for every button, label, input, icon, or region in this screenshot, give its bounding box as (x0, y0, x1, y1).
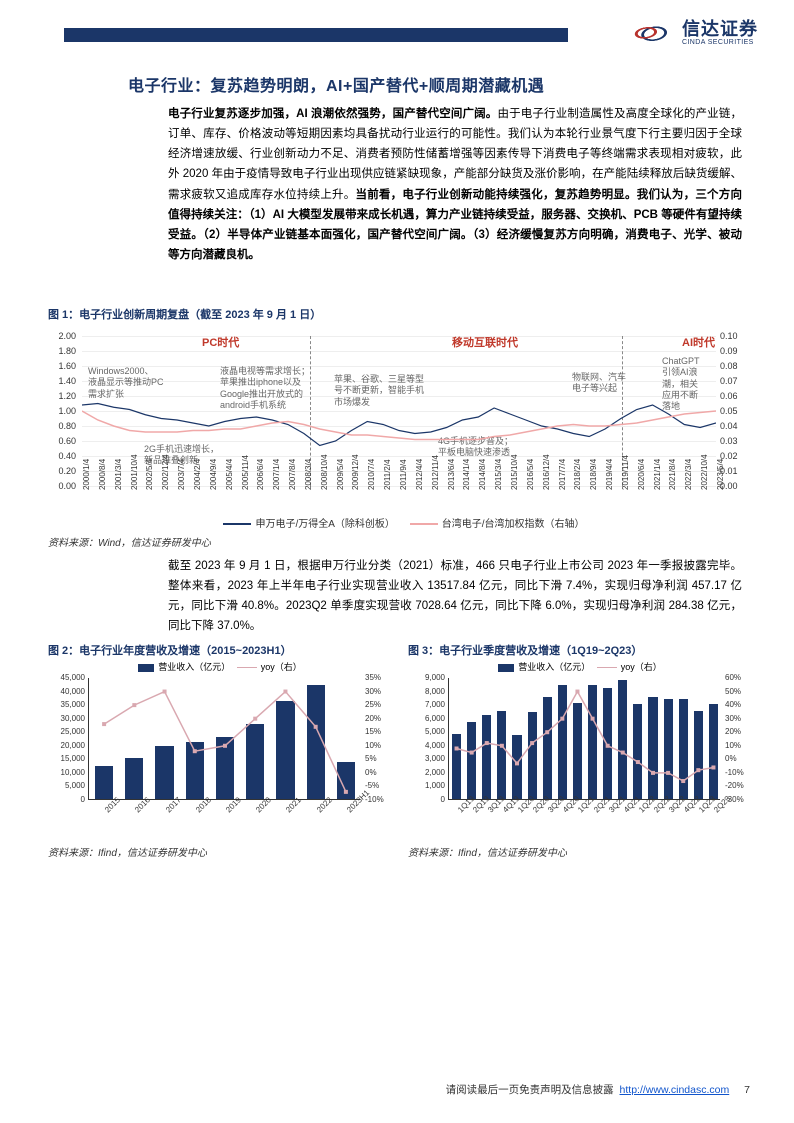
fig1-source: 资料来源：Wind，信达证券研发中心 (48, 534, 211, 549)
chart-3-plot: 01,0002,0003,0004,0005,0006,0007,0008,00… (448, 678, 720, 800)
fig2-caption: 图 2：电子行业年度营收及增速（2015~2023H1） (48, 642, 292, 658)
chart-2-legend: 营业收入（亿元） yoy（右） (48, 660, 388, 673)
chart-1: 0.000.200.400.600.801.001.201.401.601.80… (48, 322, 748, 528)
chart-2-plot: 05,00010,00015,00020,00025,00030,00035,0… (88, 678, 360, 800)
para1-body: 由于电子行业制造属性及高度全球化的产业链，订单、库存、价格波动等短期因素均具备扰… (168, 108, 742, 201)
legend-label-2: 台湾电子/台湾加权指数（右轴） (442, 519, 585, 530)
chart-3: 营业收入（亿元） yoy（右） 01,0002,0003,0004,0005,0… (408, 660, 748, 838)
legend-box-icon (498, 664, 514, 672)
legend-swatch-2 (410, 523, 438, 525)
legend-box-icon (138, 664, 154, 672)
paragraph-1: 电子行业复苏逐步加强，AI 浪潮依然强势，国产替代空间广阔。由于电子行业制造属性… (168, 104, 742, 265)
legend-line-icon (597, 667, 617, 669)
fig3-caption: 图 3：电子行业季度营收及增速（1Q19~2Q23） (408, 642, 642, 658)
chart2-legend-bar: 营业收入（亿元） (158, 662, 230, 672)
footer-link[interactable]: http://www.cindasc.com (620, 1084, 730, 1096)
chart3-legend-line: yoy（右） (621, 662, 662, 672)
chart2-legend-line: yoy（右） (261, 662, 302, 672)
page-number: 7 (744, 1084, 750, 1096)
chart-3-legend: 营业收入（亿元） yoy（右） (408, 660, 748, 673)
footer: 请阅读最后一页免责声明及信息披露 http://www.cindasc.com … (0, 1082, 794, 1097)
fig2-source: 资料来源：Ifind，信达证券研发中心 (48, 844, 207, 859)
brand-name: 信达证券 (682, 20, 758, 39)
legend-line-icon (237, 667, 257, 669)
brand-logo: 信达证券 CINDA SECURITIES (628, 18, 758, 48)
footer-text: 请阅读最后一页免责声明及信息披露 (446, 1084, 614, 1096)
chart-1-legend: 申万电子/万得全A（除科创板） 台湾电子/台湾加权指数（右轴） (48, 515, 748, 530)
fig1-caption: 图 1：电子行业创新周期复盘（截至 2023 年 9 月 1 日） (48, 306, 321, 322)
fig3-source: 资料来源：Ifind，信达证券研发中心 (408, 844, 567, 859)
legend-label-1: 申万电子/万得全A（除科创板） (255, 519, 394, 530)
logo-swirl-icon (626, 15, 678, 51)
legend-swatch-1 (223, 523, 251, 525)
para1-lead: 电子行业复苏逐步加强，AI 浪潮依然强势，国产替代空间广阔。 (168, 108, 497, 120)
header-bar (64, 28, 568, 42)
brand-sub: CINDA SECURITIES (682, 39, 758, 46)
chart3-legend-bar: 营业收入（亿元） (518, 662, 590, 672)
paragraph-2: 截至 2023 年 9 月 1 日，根据申万行业分类（2021）标准，466 只… (168, 556, 742, 637)
page-title: 电子行业：复苏趋势明朗，AI+国产替代+顺周期潜藏机遇 (128, 72, 544, 96)
chart-2: 营业收入（亿元） yoy（右） 05,00010,00015,00020,000… (48, 660, 388, 838)
